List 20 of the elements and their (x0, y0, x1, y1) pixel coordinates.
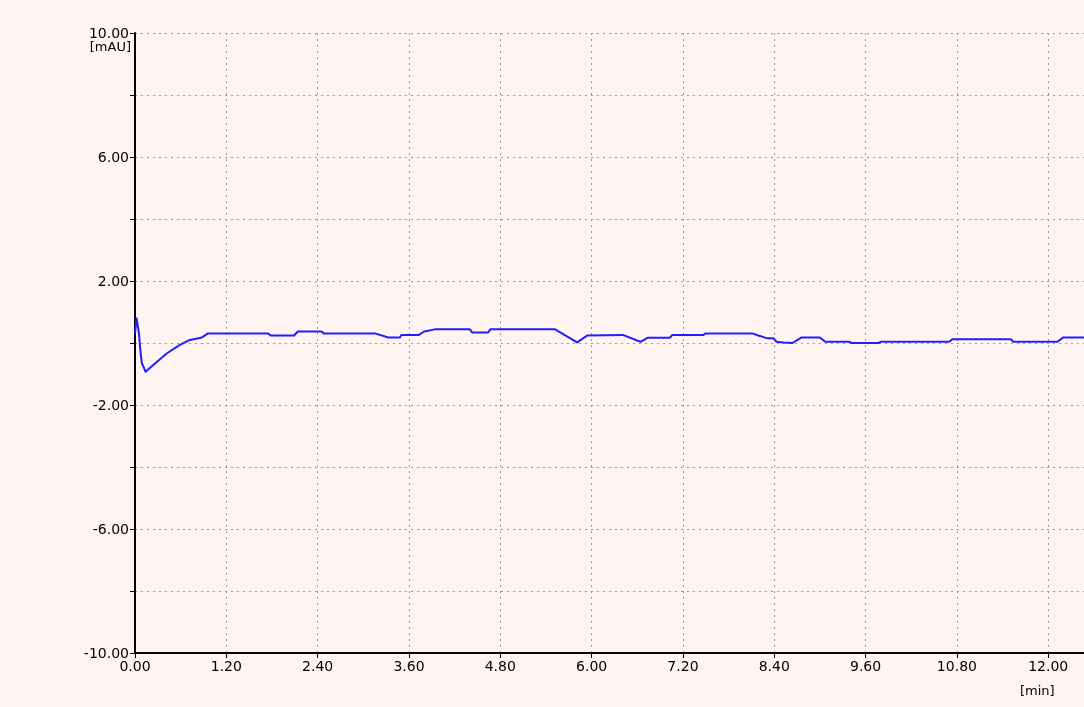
x-tick-label: 1.20 (210, 658, 242, 674)
x-tick-label: 4.80 (484, 658, 516, 674)
y-tick-label: -2.00 (92, 397, 129, 413)
y-tick-label: -10.00 (83, 645, 129, 661)
x-tick-label: 9.60 (850, 658, 882, 674)
x-tick-label: 6.00 (576, 658, 608, 674)
line-series (134, 317, 1084, 373)
x-axis-title: [min] (1020, 683, 1055, 698)
x-tick-label: 2.40 (302, 658, 334, 674)
y-tick-label: 10.00 (88, 25, 129, 41)
x-tick-label: 7.20 (667, 658, 699, 674)
x-tick-label: 10.80 (936, 658, 977, 674)
y-tick-label: 2.00 (97, 273, 129, 289)
x-tick-label: 12.00 (1028, 658, 1069, 674)
x-tick-label: 8.40 (758, 658, 790, 674)
y-axis-title: [mAU] (89, 39, 131, 54)
y-tick-label: 6.00 (97, 149, 129, 165)
x-tick-label: 0.00 (119, 658, 151, 674)
x-tick-label: 3.60 (393, 658, 425, 674)
y-tick-label: -6.00 (92, 521, 129, 537)
